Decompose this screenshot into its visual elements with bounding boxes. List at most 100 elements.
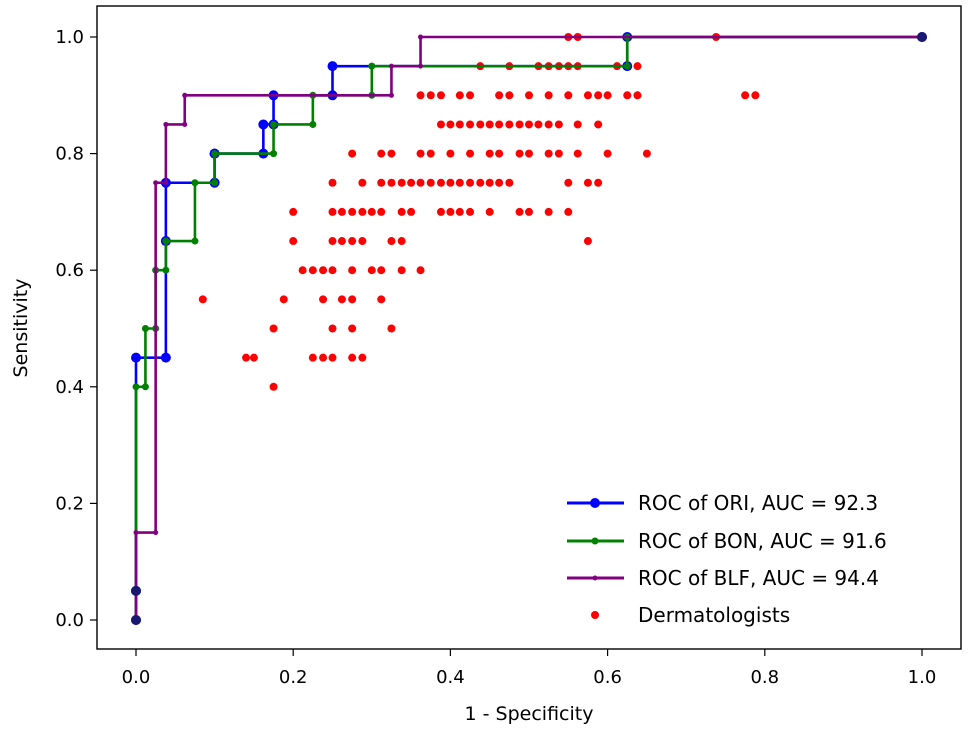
- dermatologist-point: [367, 266, 376, 275]
- dermatologist-point: [308, 266, 317, 275]
- dermatologist-point: [583, 91, 592, 100]
- dermatologist-point: [515, 207, 524, 216]
- dermatologist-point: [603, 91, 612, 100]
- roc-point-bon: [309, 120, 317, 128]
- roc-shared-point: [131, 615, 141, 625]
- legend-marker-ori: [590, 498, 600, 508]
- dermatologist-point: [505, 91, 514, 100]
- legend-item-dermatologists: Dermatologists: [591, 603, 790, 627]
- legend-label-dermatologists: Dermatologists: [638, 603, 790, 627]
- dermatologist-point: [455, 207, 464, 216]
- dermatologist-point: [446, 178, 455, 187]
- dermatologist-point: [525, 91, 533, 100]
- dermatologist-point: [436, 178, 445, 187]
- roc-point-bon: [141, 383, 149, 391]
- roc-point-bon: [211, 179, 219, 187]
- dermatologist-point: [328, 266, 337, 275]
- dermatologist-point: [397, 237, 406, 246]
- dermatologist-point: [495, 149, 504, 158]
- dermatologist-point: [505, 178, 514, 187]
- roc-point-ori: [258, 119, 269, 130]
- dermatologist-point: [198, 295, 207, 304]
- dermatologist-point: [741, 91, 750, 100]
- legend-marker-dermatologists: [591, 611, 599, 619]
- dermatologist-point: [319, 353, 328, 362]
- y-tick-label: 0.2: [55, 493, 84, 514]
- legend-label-ori: ROC of ORI, AUC = 92.3: [638, 491, 878, 515]
- dermatologist-point: [485, 120, 494, 129]
- x-tick-label: 0.0: [122, 667, 151, 688]
- dermatologist-point: [583, 178, 592, 187]
- dermatologist-point: [495, 178, 504, 187]
- x-axis-label: 1 - Specificity: [465, 703, 594, 725]
- dermatologist-point: [242, 353, 251, 362]
- dermatologist-point: [583, 237, 592, 246]
- dermatologist-point: [416, 149, 425, 158]
- roc-point-bon: [623, 62, 631, 70]
- dermatologist-point: [476, 120, 485, 129]
- dermatologist-point: [525, 120, 533, 129]
- dermatologist-point: [289, 237, 298, 246]
- dermatologist-point: [328, 178, 337, 187]
- dermatologist-point: [455, 178, 464, 187]
- legend-item-ori: ROC of ORI, AUC = 92.3: [567, 491, 878, 515]
- dermatologist-point: [298, 266, 307, 275]
- dermatologist-point: [269, 324, 278, 333]
- dermatologist-point: [407, 178, 416, 187]
- roc-point-blf: [163, 180, 169, 186]
- roc-shared-point: [917, 32, 927, 42]
- dermatologist-point: [319, 295, 328, 304]
- x-tick-label: 1.0: [908, 667, 937, 688]
- dermatologist-point: [544, 149, 553, 158]
- dermatologist-point: [515, 149, 524, 158]
- dermatologist-point: [407, 207, 416, 216]
- dermatologist-point: [466, 178, 475, 187]
- dermatologist-point: [397, 178, 406, 187]
- legend-item-bon: ROC of BON, AUC = 91.6: [567, 529, 887, 553]
- dermatologist-point: [377, 178, 386, 187]
- roc-point-blf: [418, 34, 424, 40]
- dermatologist-point: [603, 149, 612, 158]
- dermatologist-point: [436, 207, 445, 216]
- legend-marker-blf: [592, 575, 598, 581]
- dermatologist-point: [554, 149, 563, 158]
- dermatologist-point: [308, 353, 317, 362]
- dermatologist-point: [466, 207, 475, 216]
- dermatologist-point: [279, 295, 288, 304]
- roc-point-bon: [191, 237, 199, 245]
- dermatologist-point: [544, 91, 553, 100]
- dermatologist-point: [348, 207, 357, 216]
- dermatologist-point: [446, 120, 455, 129]
- dermatologist-point: [328, 324, 337, 333]
- roc-point-blf: [133, 530, 139, 536]
- dermatologist-point: [416, 266, 425, 275]
- dermatologist-point: [328, 353, 337, 362]
- y-tick-label: 0.6: [55, 260, 84, 281]
- dermatologist-point: [466, 149, 475, 158]
- dermatologist-point: [397, 207, 406, 216]
- dermatologist-point: [594, 91, 603, 100]
- dermatologist-point: [436, 91, 445, 100]
- roc-point-blf: [182, 121, 188, 127]
- dermatologist-point: [446, 207, 455, 216]
- dermatologist-point: [367, 207, 376, 216]
- y-tick-label: 0.8: [55, 144, 84, 165]
- dermatologist-point: [573, 149, 582, 158]
- dermatologist-point: [328, 237, 337, 246]
- y-tick-label: 1.0: [55, 27, 84, 48]
- dermatologist-point: [377, 207, 386, 216]
- dermatologist-point: [633, 62, 642, 71]
- roc-point-bon: [162, 237, 170, 245]
- dermatologist-point: [387, 324, 396, 333]
- dermatologist-point: [377, 149, 386, 158]
- dermatologist-point: [495, 120, 504, 129]
- dermatologist-point: [269, 382, 278, 391]
- x-tick-label: 0.2: [279, 667, 308, 688]
- roc-point-blf: [153, 530, 159, 536]
- dermatologist-point: [515, 120, 524, 129]
- legend-label-bon: ROC of BON, AUC = 91.6: [638, 529, 887, 553]
- y-axis-ticks: 0.0 0.2 0.4 0.6 0.8 1.0: [55, 27, 97, 631]
- plot-frame: [96, 5, 962, 650]
- dermatologist-point: [348, 353, 357, 362]
